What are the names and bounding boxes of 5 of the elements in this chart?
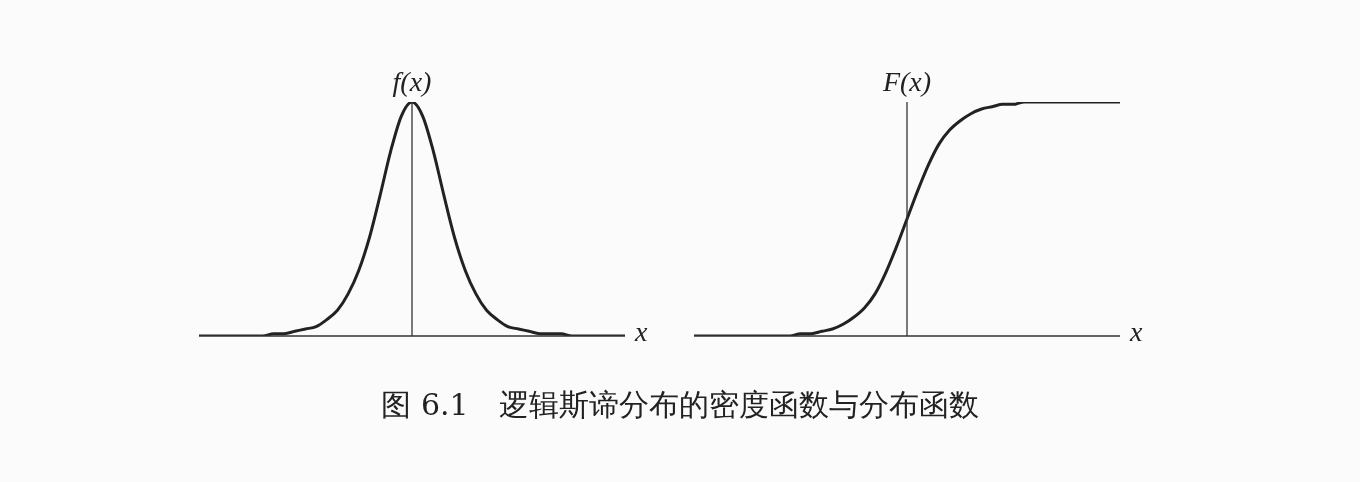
x-axis-title: x	[1129, 316, 1143, 348]
y-axis-title: F(x)	[881, 66, 932, 98]
y-axis-title: f(x)	[392, 66, 432, 98]
x-axis-title: x	[634, 316, 648, 348]
caption: 图 6.1 逻辑斯谛分布的密度函数与分布函数	[380, 386, 980, 424]
